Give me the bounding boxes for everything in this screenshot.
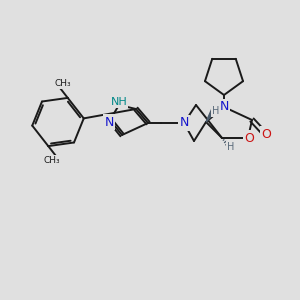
Polygon shape xyxy=(206,109,216,122)
Text: O: O xyxy=(244,131,254,145)
Text: N: N xyxy=(179,116,189,130)
Text: H: H xyxy=(227,142,235,152)
Text: N: N xyxy=(219,100,229,113)
Text: CH₃: CH₃ xyxy=(55,79,71,88)
Text: N: N xyxy=(104,116,114,128)
Text: H: H xyxy=(212,106,220,116)
Text: CH₃: CH₃ xyxy=(44,156,60,165)
Text: NH: NH xyxy=(111,97,128,107)
Text: O: O xyxy=(261,128,271,140)
